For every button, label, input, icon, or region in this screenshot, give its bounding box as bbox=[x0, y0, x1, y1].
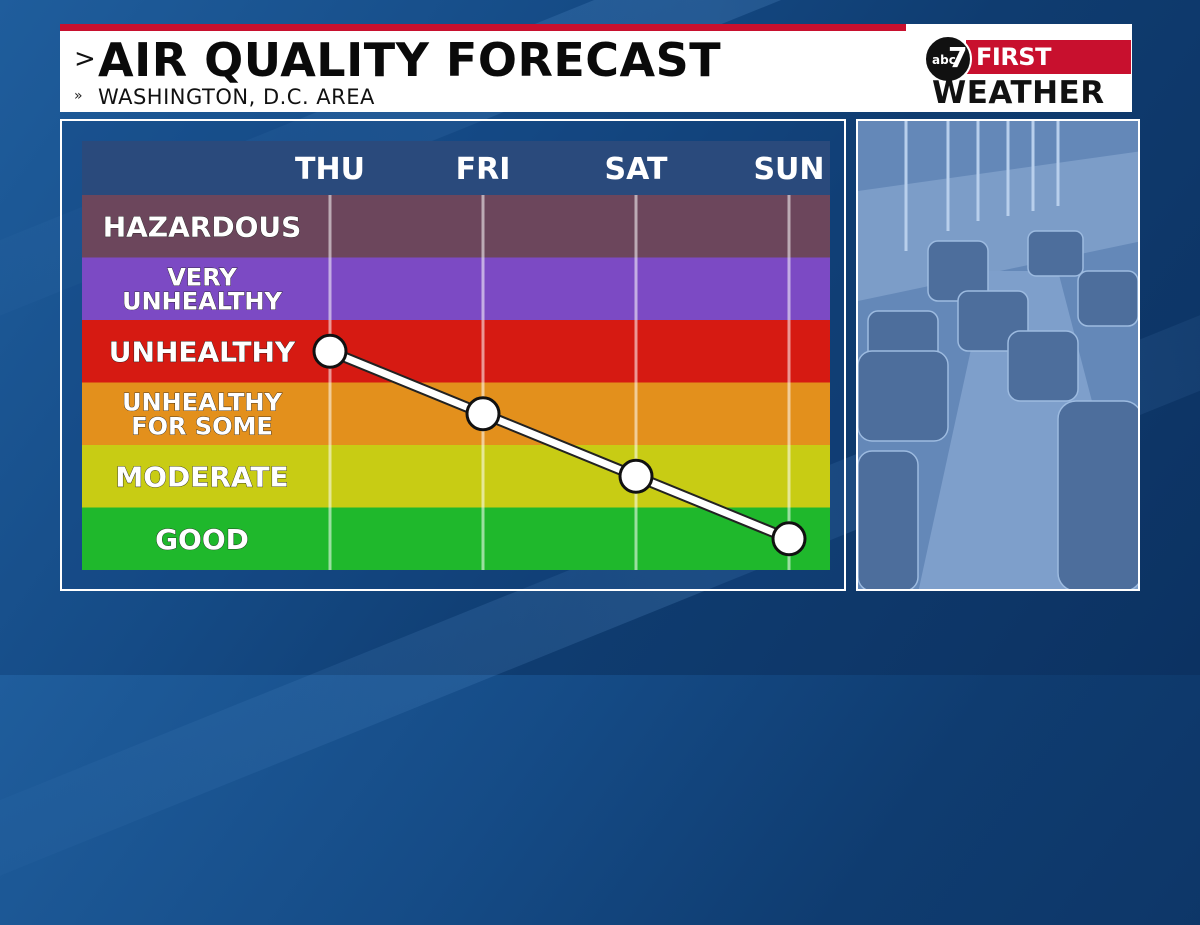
header-accent-bar bbox=[60, 24, 906, 31]
chart-panel: HAZARDOUS VERY UNHEALTHY UNHEALTHY UNHEALTHY… bbox=[60, 119, 846, 591]
page-title: AIR QUALITY FORECAST bbox=[98, 33, 722, 87]
category-label: FOR SOME bbox=[131, 412, 273, 440]
logo-weather: WEATHER bbox=[932, 75, 1105, 111]
logo-network: abc bbox=[932, 53, 956, 67]
logo-channel: 7 bbox=[948, 41, 968, 74]
band-1 bbox=[82, 507, 830, 570]
data-point-fri bbox=[465, 396, 501, 432]
band-6 bbox=[82, 195, 830, 258]
series-line bbox=[328, 348, 791, 542]
title-chevron-icon: > bbox=[74, 44, 96, 74]
day-label: FRI bbox=[456, 152, 511, 187]
logo-first-alert: FIRST ALERT bbox=[976, 43, 1058, 101]
station-logo: abc 7 FIRST ALERT WEATHER bbox=[922, 32, 1132, 110]
category-label: VERY bbox=[167, 263, 237, 291]
band-4 bbox=[82, 320, 830, 383]
air-quality-chart: HAZARDOUSVERYUNHEALTHYUNHEALTHYUNHEALTHY… bbox=[82, 141, 830, 570]
day-label: SUN bbox=[753, 152, 824, 187]
abc7-logo-icon: abc 7 bbox=[924, 35, 972, 83]
band-5 bbox=[82, 257, 830, 320]
category-label: GOOD bbox=[155, 523, 249, 556]
traffic-photo-image bbox=[858, 121, 1138, 589]
category-label: UNHEALTHY bbox=[122, 287, 282, 315]
category-label: MODERATE bbox=[115, 460, 288, 493]
data-point-sat bbox=[618, 458, 654, 494]
day-label: SAT bbox=[605, 152, 668, 187]
data-point-sun bbox=[771, 521, 807, 557]
band-2 bbox=[82, 445, 830, 508]
page-subtitle: WASHINGTON, D.C. AREA bbox=[98, 85, 375, 109]
band-3 bbox=[82, 382, 830, 445]
day-label: THU bbox=[295, 152, 365, 187]
chart-header-row bbox=[82, 141, 830, 195]
logo-red-band bbox=[966, 40, 1131, 74]
category-label: UNHEALTHY bbox=[109, 335, 296, 368]
subtitle-chevron-icon: » bbox=[74, 88, 83, 104]
traffic-photo bbox=[856, 119, 1140, 591]
category-label: HAZARDOUS bbox=[103, 210, 302, 243]
category-label: UNHEALTHY bbox=[122, 388, 282, 416]
data-point-thu bbox=[312, 333, 348, 369]
